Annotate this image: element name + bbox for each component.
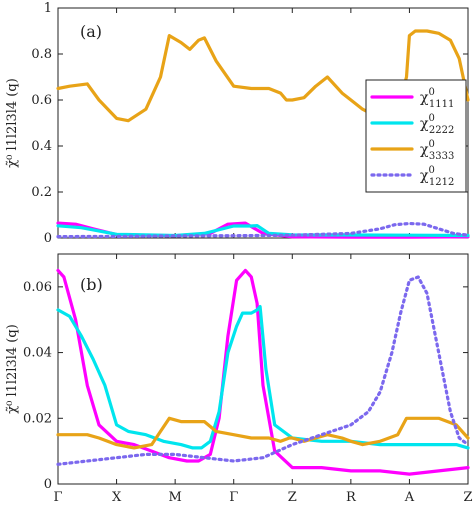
y-tick-label: 0.8 (31, 47, 52, 62)
legend-label: χ0 3333 (420, 139, 454, 162)
x-tick-label: X (112, 490, 122, 505)
y-tick-label: 0 (44, 477, 52, 492)
y-tick-label: 1 (44, 1, 52, 16)
series-line (56, 275, 470, 466)
legend-label: χ0 1212 (420, 165, 454, 188)
y-tick-label: 0.02 (23, 411, 52, 426)
x-tick-label: Γ (53, 490, 62, 505)
legend-box (365, 79, 467, 193)
series-line (56, 416, 470, 450)
x-tick-label: M (168, 490, 181, 505)
y-axis-label: χ̃⁰ l1l2l3l4 (q) (5, 324, 20, 414)
x-tick-label: R (346, 490, 357, 505)
y-axis-label: χ̃⁰ l1l2l3l4 (q) (5, 78, 20, 168)
x-tick-label: Z (463, 490, 472, 505)
y-tick-label: 0.04 (23, 346, 52, 361)
x-tick-label: Z (288, 490, 297, 505)
y-tick-label: 0.4 (31, 139, 52, 154)
x-tick-label: Γ (229, 490, 238, 505)
series-line (56, 221, 470, 239)
series-line (56, 268, 470, 476)
axes-frame (57, 7, 469, 239)
legend-label: χ0 2222 (420, 113, 454, 136)
panel-label: (b) (80, 275, 103, 294)
series-line (56, 29, 470, 123)
series-line (56, 224, 470, 238)
legend-label: χ0 1111 (420, 87, 454, 110)
x-tick-label: A (404, 490, 415, 505)
y-tick-label: 0.6 (31, 93, 52, 108)
axes-frame (57, 253, 469, 485)
legend: χ0 1111 χ0 2222 χ0 3333 χ0 1212 (365, 79, 467, 193)
panel-b: 0 0.02 0.04 0.06 Γ X M Γ Z R A Zχ̃⁰ l1l2l3l4 (q) (b) (5, 253, 473, 505)
y-tick-label: 0.2 (31, 185, 52, 200)
panel-label: (a) (80, 22, 102, 41)
panel-a: 00.20.40.60.81χ̃⁰ l1l2l3l4 (q)(a)χ0 1111χ… (5, 1, 470, 246)
y-tick-label: 0 (44, 231, 52, 246)
y-tick-label: 0.06 (23, 280, 52, 295)
